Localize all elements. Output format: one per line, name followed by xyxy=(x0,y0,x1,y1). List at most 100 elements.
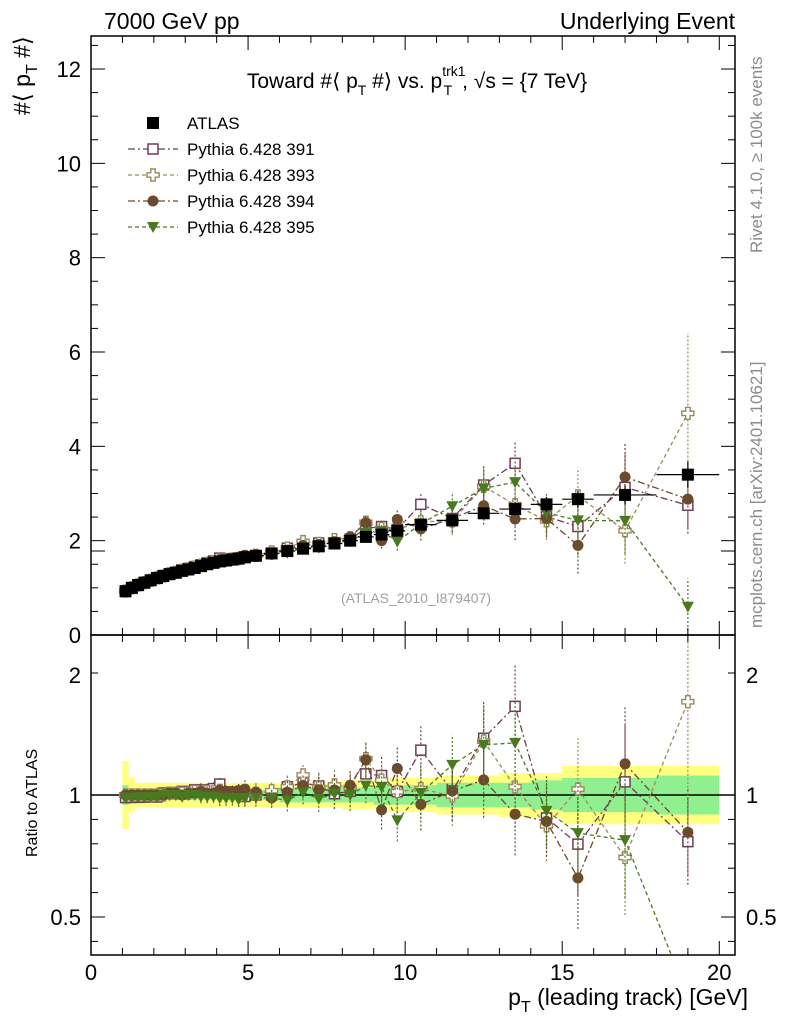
pythia-6-428-395-ratio-point xyxy=(281,795,294,807)
atlas-main-point xyxy=(125,581,138,594)
pythia-6-428-393-main-point xyxy=(618,524,632,538)
legend-pythia-6-428-395-marker xyxy=(147,222,159,233)
pythia-6-428-393-ratio-point xyxy=(681,695,695,709)
pythia-6-428-394-ratio-point xyxy=(682,826,694,838)
legend-pythia-6-428-391-label: Pythia 6.428 391 xyxy=(187,140,315,159)
atlas-main-point xyxy=(344,534,357,547)
y-tick-label: 8 xyxy=(69,246,81,271)
pythia-6-428-395-ratio-point xyxy=(571,828,584,840)
ratio-tick-label-right: 2 xyxy=(746,663,758,688)
atlas-main-point xyxy=(238,551,251,564)
pythia-6-428-394-main-point xyxy=(360,517,372,529)
x-axis-label: pT (leading track) [GeV] xyxy=(508,984,748,1016)
pythia-6-428-394-ratio-point xyxy=(391,763,403,775)
pythia-6-428-395-ratio-point xyxy=(375,781,388,793)
atlas-main-point xyxy=(265,547,278,560)
atlas-main-point xyxy=(391,524,404,537)
pythia-6-428-395-main-point xyxy=(619,515,632,527)
atlas-main-point xyxy=(477,507,490,520)
legend-pythia-6-428-393-label: Pythia 6.428 393 xyxy=(187,166,315,185)
y-tick-label: 6 xyxy=(69,340,81,365)
pythia-6-428-394-ratio-point xyxy=(478,774,490,786)
atlas-main-point xyxy=(509,503,522,516)
pythia-6-428-395-main-point xyxy=(391,536,404,548)
pythia-6-428-393-ratio-point xyxy=(571,782,585,796)
analysis-tag: (ATLAS_2010_I879407) xyxy=(341,590,491,606)
y-tick-label: 12 xyxy=(57,57,81,82)
pythia-6-428-395-ratio-point xyxy=(414,787,427,799)
pythia-6-428-395-main-point xyxy=(477,483,490,495)
pythia-6-428-395-ratio-point xyxy=(238,792,251,804)
pythia-6-428-395-ratio-point xyxy=(391,815,404,827)
y-axis-label: #⟨ pT #⟩ xyxy=(9,36,41,115)
atlas-main-point xyxy=(540,498,553,511)
pythia-6-428-394-ratio-point xyxy=(360,754,372,766)
pythia-6-428-393-ratio-point xyxy=(390,784,404,799)
ratio-tick-label-left: 1 xyxy=(69,783,81,808)
atlas-main-point xyxy=(328,537,341,550)
pythia-6-428-395-ratio-point xyxy=(328,788,341,800)
header-left: 7000 GeV pp xyxy=(104,8,240,34)
pythia-6-428-395-ratio-point xyxy=(446,759,459,771)
pythia-6-428-395-ratio-point xyxy=(297,787,310,799)
atlas-main-point xyxy=(619,488,632,501)
pythia-6-428-394-main-point xyxy=(682,493,694,505)
pythia-6-428-395-ratio-point xyxy=(619,835,632,847)
ratio-tick-label-right: 1 xyxy=(746,783,758,808)
x-tick-label: 0 xyxy=(85,960,97,985)
pythia-6-428-391-main-point xyxy=(415,498,427,511)
pythia-6-428-394-main-point xyxy=(572,539,584,551)
pythia-6-428-394-ratio-point xyxy=(376,804,388,816)
ratio-tick-label-right: 0.5 xyxy=(746,905,777,930)
y-tick-label: 2 xyxy=(69,529,81,554)
atlas-main-point xyxy=(446,514,459,527)
legend-atlas-label: ATLAS xyxy=(187,114,240,133)
rivet-label: Rivet 4.1.0, ≥ 100k events xyxy=(747,57,766,253)
legend-pythia-6-428-395-label: Pythia 6.428 395 xyxy=(187,218,315,237)
pythia-6-428-393-main-point xyxy=(681,406,695,421)
pythia-6-428-395-ratio-point xyxy=(509,737,522,749)
pythia-6-428-395-ratio-point xyxy=(477,739,490,751)
atlas-main-point xyxy=(281,545,294,558)
pythia-6-428-395-ratio-point xyxy=(265,792,278,804)
legend-pythia-6-428-394-marker xyxy=(147,195,159,207)
atlas-main-point xyxy=(297,542,310,555)
atlas-main-point xyxy=(359,530,372,543)
x-tick-label: 20 xyxy=(707,960,731,985)
atlas-main-point xyxy=(571,493,584,506)
pythia-6-428-394-main-point xyxy=(509,513,521,525)
x-tick-label: 10 xyxy=(393,960,417,985)
x-tick-label: 15 xyxy=(550,960,574,985)
atlas-main-point xyxy=(375,528,388,541)
ratio-tick-label-left: 0.5 xyxy=(50,905,81,930)
pythia-6-428-395-main-point xyxy=(571,515,584,527)
atlas-main-point xyxy=(312,540,325,553)
ratio-series xyxy=(118,635,695,955)
legend-atlas-marker xyxy=(147,117,159,129)
pythia-6-428-394-main-point xyxy=(619,471,631,483)
pythia-6-428-391-main-line xyxy=(125,462,689,593)
atlas-main-point xyxy=(119,585,132,598)
chart-title: Toward #⟨ pT #⟩ vs. ptrk1 T, √s = {7 TeV} xyxy=(247,63,587,98)
pythia-6-428-395-main-point xyxy=(509,477,522,489)
pythia-6-428-395-ratio-point xyxy=(312,793,325,805)
pythia-6-428-394-ratio-point xyxy=(313,784,325,796)
header-right: Underlying Event xyxy=(560,8,736,34)
ratio-y-label: Ratio to ATLAS xyxy=(24,749,41,857)
main-series xyxy=(118,333,720,635)
legend-pythia-6-428-394-label: Pythia 6.428 394 xyxy=(187,192,315,211)
atlas-main-point xyxy=(681,468,694,481)
pythia-6-428-395-ratio-line xyxy=(125,742,673,955)
legend-pythia-6-428-393-marker xyxy=(146,168,160,182)
pythia-6-428-394-ratio-point xyxy=(509,808,521,820)
x-tick-label: 5 xyxy=(242,960,254,985)
mcplots-label: mcplots.cern.ch [arXiv:2401.10621] xyxy=(747,362,766,628)
y-tick-label: 0 xyxy=(69,623,81,648)
legend: ATLAS Pythia 6.428 391 Pythia 6.428 393 Pyt… xyxy=(128,114,315,237)
pythia-6-428-395-main-point xyxy=(681,601,694,613)
pythia-6-428-394-main-point xyxy=(391,513,403,525)
pythia-6-428-395-main-point xyxy=(446,501,459,513)
pythia-6-428-395-ratio-point xyxy=(359,780,372,792)
